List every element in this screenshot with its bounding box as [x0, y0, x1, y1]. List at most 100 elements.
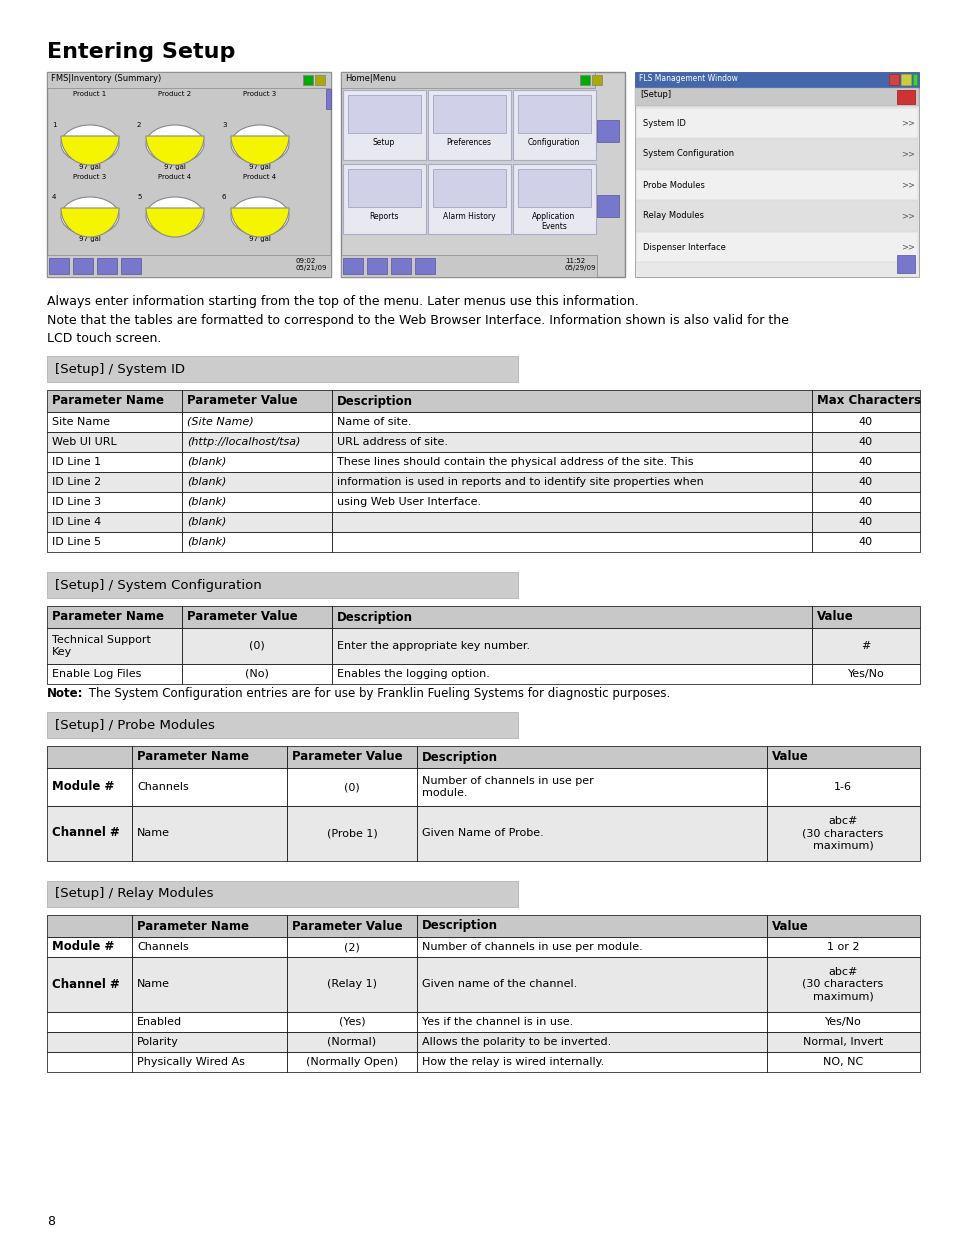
Bar	[811, 452, 919, 472]
Text: ID Line 4: ID Line 4	[52, 517, 101, 527]
Text: Parameter Value: Parameter Value	[187, 394, 297, 408]
Text: [Setup] / System Configuration: [Setup] / System Configuration	[55, 578, 261, 592]
Wedge shape	[61, 207, 119, 237]
Bar	[766, 1052, 919, 1072]
Text: 1-6: 1-6	[833, 782, 851, 792]
Text: Name: Name	[137, 827, 170, 839]
Bar	[811, 492, 919, 513]
Bar	[332, 390, 811, 412]
Bar	[766, 768, 919, 806]
Text: These lines should contain the physical address of the site. This: These lines should contain the physical …	[336, 457, 693, 467]
Text: Given Name of Probe.: Given Name of Probe.	[421, 827, 543, 839]
Bar	[47, 1011, 132, 1032]
Bar	[912, 74, 916, 85]
Text: (Site Name): (Site Name)	[187, 417, 253, 427]
Bar	[416, 1032, 766, 1052]
Text: Product 3: Product 3	[243, 91, 276, 98]
Bar	[182, 532, 332, 552]
Bar	[343, 164, 426, 233]
Bar	[47, 452, 182, 472]
Bar	[416, 746, 766, 768]
Text: Enabled: Enabled	[137, 1016, 182, 1028]
Bar	[579, 75, 589, 85]
Text: Description: Description	[421, 920, 497, 932]
Bar	[340, 72, 595, 88]
Text: The System Configuration entries are for use by Franklin Fueling Systems for dia: The System Configuration entries are for…	[85, 687, 670, 700]
Bar	[636, 201, 917, 231]
Text: Reports: Reports	[369, 212, 398, 221]
Wedge shape	[231, 207, 289, 237]
Bar	[182, 432, 332, 452]
Text: Parameter Value: Parameter Value	[292, 920, 402, 932]
Text: Preferences: Preferences	[446, 138, 491, 147]
Bar	[415, 258, 435, 274]
Text: (blank): (blank)	[187, 477, 226, 487]
Bar	[332, 492, 811, 513]
Text: (Yes): (Yes)	[338, 1016, 365, 1028]
Text: Relay Modules: Relay Modules	[642, 211, 703, 221]
Text: Technical Support
Key: Technical Support Key	[52, 635, 151, 657]
Bar	[811, 412, 919, 432]
Text: ID Line 3: ID Line 3	[52, 496, 101, 508]
Bar	[47, 746, 132, 768]
Text: Description: Description	[336, 394, 413, 408]
Text: Note that the tables are formatted to correspond to the Web Browser Interface. I: Note that the tables are formatted to co…	[47, 314, 788, 345]
Bar	[340, 72, 624, 277]
Text: Enable Log Files: Enable Log Files	[52, 669, 141, 679]
Text: Parameter Value: Parameter Value	[292, 751, 402, 763]
Bar	[47, 957, 132, 1011]
Text: How the relay is wired internally.: How the relay is wired internally.	[421, 1057, 603, 1067]
Bar	[513, 90, 596, 161]
Wedge shape	[146, 207, 204, 237]
Text: Product 4: Product 4	[158, 174, 192, 180]
Text: 1: 1	[52, 122, 56, 128]
Bar	[314, 75, 325, 85]
Text: Entering Setup: Entering Setup	[47, 42, 235, 62]
Bar	[428, 164, 511, 233]
Text: Web UI URL: Web UI URL	[52, 437, 116, 447]
Bar	[433, 169, 505, 207]
Text: Product 4: Product 4	[243, 174, 276, 180]
Text: Site Name: Site Name	[52, 417, 110, 427]
Text: >>: >>	[900, 211, 914, 221]
Bar	[303, 75, 313, 85]
Bar	[132, 768, 287, 806]
Bar	[416, 806, 766, 861]
Bar	[132, 957, 287, 1011]
Text: Description: Description	[421, 751, 497, 763]
Text: 97 gal: 97 gal	[79, 236, 101, 242]
Bar	[47, 768, 132, 806]
Bar	[428, 90, 511, 161]
Bar	[635, 88, 918, 277]
Bar	[811, 629, 919, 664]
Text: System Configuration: System Configuration	[642, 149, 734, 158]
Text: [Setup] / System ID: [Setup] / System ID	[55, 363, 185, 375]
Bar	[47, 72, 331, 277]
Bar	[132, 1011, 287, 1032]
Text: Name of site.: Name of site.	[336, 417, 411, 427]
Text: 40: 40	[858, 417, 872, 427]
Bar	[343, 258, 363, 274]
Text: 40: 40	[858, 517, 872, 527]
Text: Given name of the channel.: Given name of the channel.	[421, 979, 577, 989]
Bar	[416, 1011, 766, 1032]
Bar	[348, 95, 420, 133]
Bar	[182, 629, 332, 664]
Ellipse shape	[61, 125, 119, 163]
Text: System ID: System ID	[642, 119, 685, 127]
Ellipse shape	[231, 125, 289, 163]
Bar	[332, 606, 811, 629]
Ellipse shape	[146, 198, 204, 235]
Bar	[47, 412, 182, 432]
Text: 97 gal: 97 gal	[164, 164, 186, 170]
Bar	[47, 806, 132, 861]
Bar	[287, 1032, 416, 1052]
Text: Setup: Setup	[373, 138, 395, 147]
Text: 5: 5	[137, 194, 141, 200]
Bar	[900, 74, 910, 85]
Text: Yes/No: Yes/No	[823, 1016, 861, 1028]
Bar	[47, 72, 331, 88]
Bar	[47, 532, 182, 552]
Text: Yes if the channel is in use.: Yes if the channel is in use.	[421, 1016, 573, 1028]
Text: Normal, Invert: Normal, Invert	[802, 1037, 882, 1047]
